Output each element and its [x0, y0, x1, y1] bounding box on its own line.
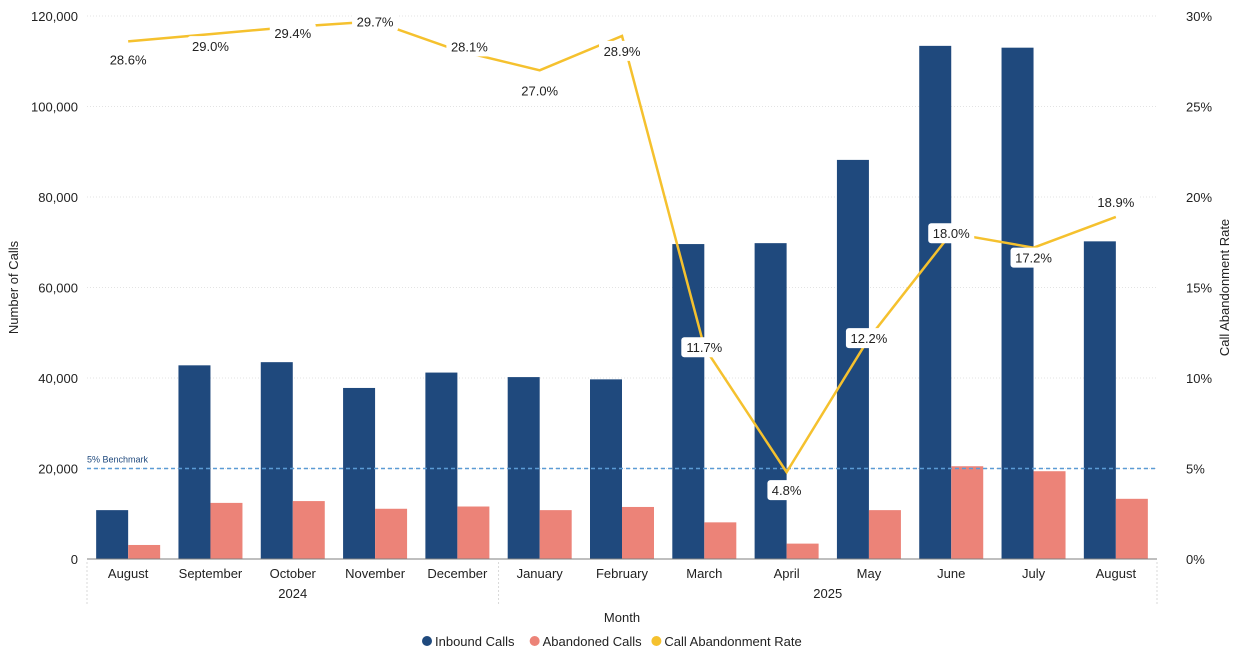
legend-label: Abandoned Calls	[543, 634, 643, 649]
y2-tick-label: 15%	[1186, 281, 1212, 296]
rate-data-label: 29.0%	[192, 39, 229, 54]
abandoned-bar	[868, 510, 901, 559]
x-tick-label: September	[179, 566, 243, 581]
inbound-bar	[919, 45, 952, 560]
abandoned-bar	[210, 502, 243, 559]
x-tick-label: February	[596, 566, 649, 581]
x-tick-label: April	[774, 566, 800, 581]
rate-label-bg	[446, 36, 493, 57]
rate-label-bg	[105, 49, 152, 70]
rate-label-bg	[767, 480, 806, 501]
abandoned-bar	[539, 510, 572, 559]
inbound-bar	[343, 387, 376, 559]
abandoned-bar	[704, 522, 737, 559]
x-tick-label: October	[270, 566, 317, 581]
rate-data-label: 28.9%	[604, 44, 641, 59]
rate-data-label: 28.6%	[110, 52, 147, 67]
legend-marker	[529, 636, 540, 646]
y2-tick-label: 10%	[1186, 371, 1212, 386]
abandoned-bar	[457, 506, 490, 559]
y-tick-label: 60,000	[38, 281, 78, 296]
y-tick-label: 100,000	[31, 100, 78, 115]
rate-label-bg	[1010, 247, 1057, 268]
rate-data-label: 12.2%	[850, 331, 887, 346]
x-tick-label: March	[686, 566, 722, 581]
y-tick-label: 20,000	[38, 462, 78, 477]
rate-label-bg	[352, 11, 399, 32]
x-tick-label: August	[108, 566, 149, 581]
rate-label-bg	[269, 22, 316, 43]
rate-data-label: 18.0%	[933, 226, 970, 241]
inbound-bar	[672, 244, 705, 559]
abandoned-bar	[128, 544, 161, 559]
y-tick-label: 80,000	[38, 190, 78, 205]
abandoned-bar	[292, 501, 325, 559]
y2-tick-label: 20%	[1186, 190, 1212, 205]
y-tick-label: 0	[71, 552, 78, 567]
inbound-bar	[1083, 241, 1116, 559]
y2-tick-label: 0%	[1186, 552, 1205, 567]
year-group-label: 2025	[813, 586, 842, 601]
abandoned-bar	[786, 543, 819, 559]
rate-label-bg	[1092, 191, 1139, 212]
year-group-label: 2024	[278, 586, 307, 601]
inbound-bar	[178, 365, 211, 559]
benchmark-label: 5% Benchmark	[87, 455, 149, 465]
inbound-bar	[836, 159, 869, 559]
inbound-bar	[96, 510, 129, 559]
rate-label-bg	[681, 337, 728, 358]
legend-label: Inbound Calls	[435, 634, 515, 649]
y-tick-label: 120,000	[31, 9, 78, 24]
x-tick-label: May	[857, 566, 882, 581]
rate-data-label: 4.8%	[772, 483, 802, 498]
y2-tick-label: 30%	[1186, 9, 1212, 24]
x-tick-label: December	[427, 566, 488, 581]
rate-label-bg	[845, 328, 892, 349]
rate-label-bg	[599, 40, 645, 61]
y-tick-label: 40,000	[38, 371, 78, 386]
rate-data-label: 18.9%	[1097, 195, 1134, 210]
legend-marker	[651, 636, 662, 646]
abandoned-bar	[622, 506, 654, 559]
rate-data-label: 29.4%	[274, 26, 311, 41]
abandoned-bar	[375, 508, 408, 559]
rate-data-label: 17.2%	[1015, 251, 1052, 266]
rate-data-label: 29.7%	[357, 14, 394, 29]
abandoned-bar	[1033, 471, 1066, 559]
rate-data-label: 27.0%	[521, 83, 558, 98]
x-tick-label: August	[1096, 566, 1137, 581]
inbound-bar	[260, 362, 293, 559]
x-axis-title: Month	[604, 610, 640, 625]
x-tick-label: July	[1022, 566, 1046, 581]
x-tick-label: January	[517, 566, 564, 581]
inbound-bar	[425, 372, 458, 559]
rate-data-label: 28.1%	[451, 39, 488, 54]
abandoned-bar	[951, 466, 984, 559]
y-axis-title: Number of Calls	[6, 240, 21, 334]
legend-marker	[422, 636, 432, 646]
abandoned-bar	[1115, 498, 1148, 559]
inbound-bar	[754, 243, 787, 559]
y2-tick-label: 5%	[1186, 462, 1205, 477]
y2-tick-label: 25%	[1186, 100, 1212, 115]
x-tick-label: June	[937, 566, 965, 581]
legend-label: Call Abandonment Rate	[664, 634, 801, 649]
rate-label-bg	[928, 223, 975, 244]
y2-axis-title: Call Abandonment Rate	[1217, 219, 1232, 356]
rate-data-label: 11.7%	[686, 340, 722, 355]
x-tick-label: November	[345, 566, 406, 581]
inbound-bar	[1001, 47, 1034, 560]
rate-label-bg	[187, 36, 234, 57]
rate-label-bg	[516, 80, 563, 101]
